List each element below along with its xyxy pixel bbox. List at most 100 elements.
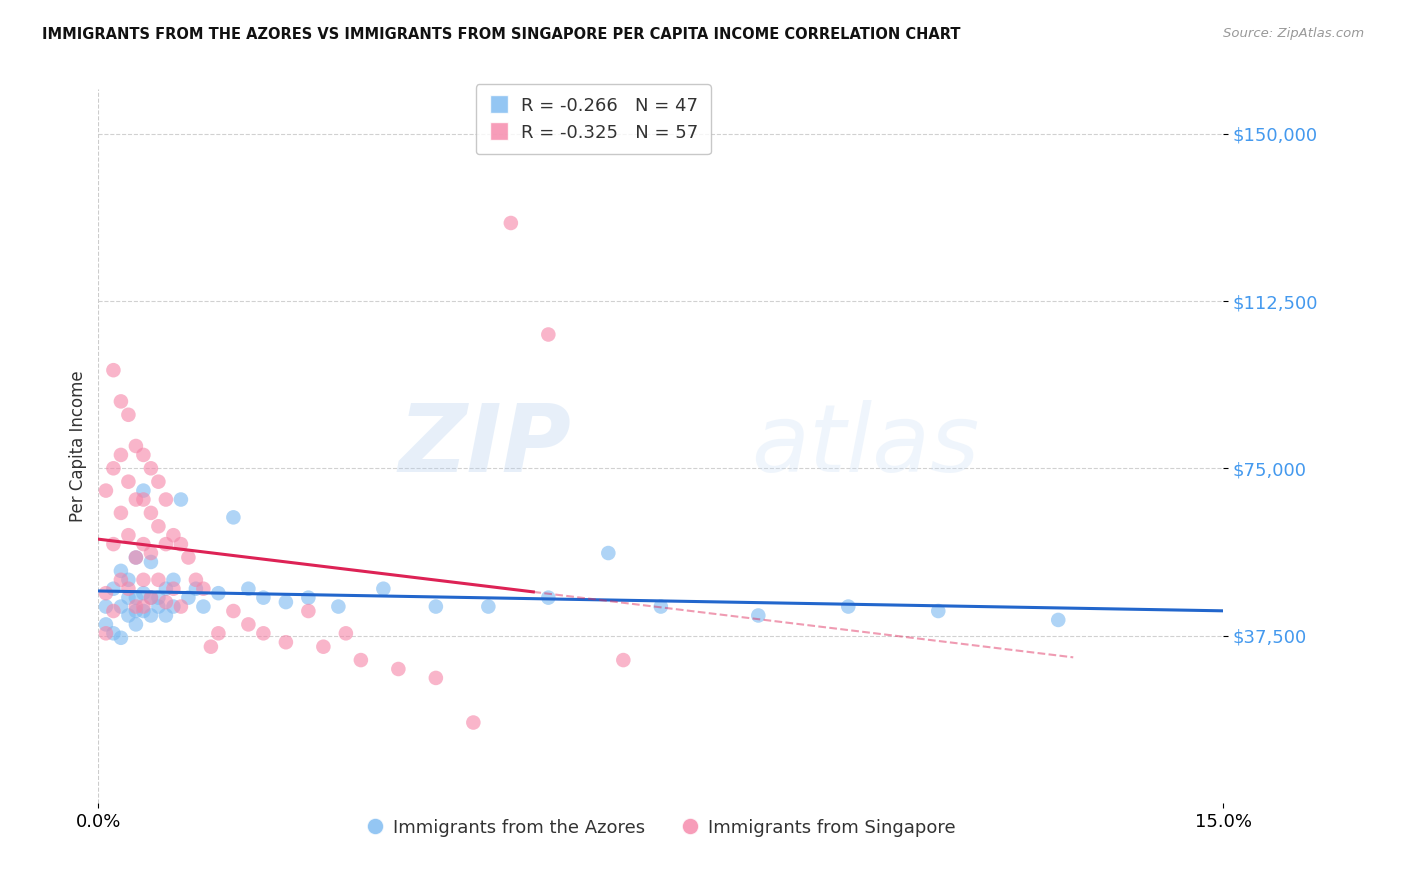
Point [125, 550, 148, 565]
Point [148, 519, 170, 533]
Point [139, 506, 162, 520]
Point [155, 608, 177, 623]
Point [132, 573, 155, 587]
Point [110, 631, 132, 645]
Point [110, 394, 132, 409]
Point [170, 492, 193, 507]
Point [328, 599, 350, 614]
Point [207, 586, 229, 600]
Point [139, 555, 162, 569]
Point [252, 626, 274, 640]
Point [110, 448, 132, 462]
Point [499, 216, 522, 230]
Point [125, 599, 148, 614]
Point [117, 608, 139, 623]
Point [117, 573, 139, 587]
Point [103, 604, 125, 618]
Point [117, 582, 139, 596]
Y-axis label: Per Capita Income: Per Capita Income [69, 370, 87, 522]
Point [132, 586, 155, 600]
Point [117, 591, 139, 605]
Point [94, 599, 117, 614]
Point [537, 591, 560, 605]
Point [155, 537, 177, 551]
Point [463, 715, 485, 730]
Point [132, 448, 155, 462]
Point [139, 591, 162, 605]
Point [117, 475, 139, 489]
Point [162, 528, 184, 542]
Point [148, 475, 170, 489]
Point [373, 582, 395, 596]
Point [94, 617, 117, 632]
Point [238, 617, 260, 632]
Point [297, 604, 319, 618]
Point [297, 591, 319, 605]
Text: atlas: atlas [751, 401, 979, 491]
Point [425, 671, 447, 685]
Point [274, 595, 297, 609]
Point [139, 546, 162, 560]
Point [177, 591, 200, 605]
Point [425, 599, 447, 614]
Point [110, 599, 132, 614]
Text: IMMIGRANTS FROM THE AZORES VS IMMIGRANTS FROM SINGAPORE PER CAPITA INCOME CORREL: IMMIGRANTS FROM THE AZORES VS IMMIGRANTS… [42, 27, 960, 42]
Point [222, 510, 245, 524]
Point [184, 582, 207, 596]
Point [117, 528, 139, 542]
Point [139, 608, 162, 623]
Point [238, 582, 260, 596]
Point [132, 483, 155, 498]
Point [132, 492, 155, 507]
Point [155, 582, 177, 596]
Point [155, 595, 177, 609]
Point [1047, 613, 1070, 627]
Point [350, 653, 373, 667]
Point [312, 640, 335, 654]
Point [125, 550, 148, 565]
Point [184, 573, 207, 587]
Point [170, 599, 193, 614]
Point [125, 604, 148, 618]
Point [274, 635, 297, 649]
Point [139, 591, 162, 605]
Point [94, 586, 117, 600]
Point [747, 608, 769, 623]
Text: ZIP: ZIP [398, 400, 571, 492]
Point [612, 653, 634, 667]
Point [193, 599, 215, 614]
Point [125, 492, 148, 507]
Point [650, 599, 672, 614]
Point [110, 573, 132, 587]
Point [132, 604, 155, 618]
Point [252, 591, 274, 605]
Point [110, 564, 132, 578]
Point [207, 626, 229, 640]
Point [103, 537, 125, 551]
Point [477, 599, 499, 614]
Point [103, 363, 125, 377]
Point [837, 599, 859, 614]
Point [222, 604, 245, 618]
Point [94, 483, 117, 498]
Point [162, 582, 184, 596]
Point [598, 546, 620, 560]
Point [94, 626, 117, 640]
Point [125, 617, 148, 632]
Point [927, 604, 949, 618]
Point [177, 550, 200, 565]
Point [148, 573, 170, 587]
Point [132, 599, 155, 614]
Point [200, 640, 222, 654]
Point [387, 662, 409, 676]
Point [125, 591, 148, 605]
Point [537, 327, 560, 342]
Point [103, 461, 125, 475]
Point [125, 439, 148, 453]
Point [170, 537, 193, 551]
Point [103, 626, 125, 640]
Text: Source: ZipAtlas.com: Source: ZipAtlas.com [1223, 27, 1364, 40]
Point [162, 599, 184, 614]
Point [132, 537, 155, 551]
Legend: Immigrants from the Azores, Immigrants from Singapore: Immigrants from the Azores, Immigrants f… [359, 812, 963, 844]
